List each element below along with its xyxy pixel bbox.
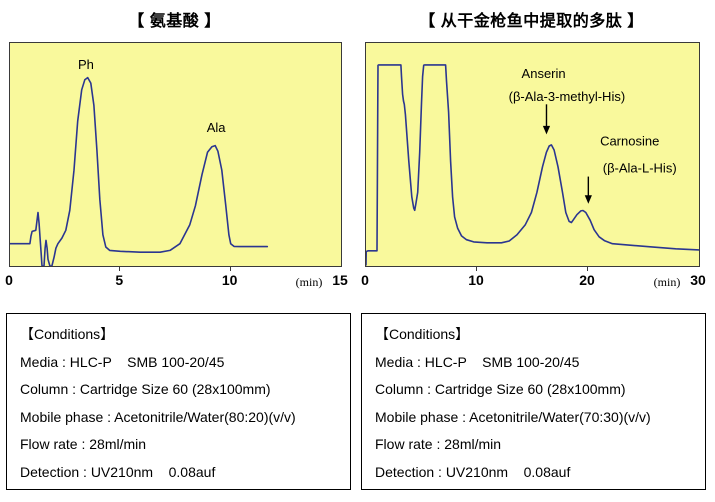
peak-label: Anserin: [522, 66, 566, 81]
condition-flow-rate: Flow rate : 28ml/min: [375, 436, 502, 452]
conditions-header: 【Conditions】: [20, 326, 115, 342]
peak-label: (β-Ala-3-methyl-His): [509, 89, 626, 104]
x-tick-mark: [229, 266, 231, 271]
down-arrow-icon: [584, 195, 592, 204]
x-tick-mark: [119, 266, 121, 271]
peak-label: Ala: [207, 120, 227, 135]
x-tick-label: 5: [115, 272, 124, 288]
x-tick-label: 20: [579, 272, 595, 288]
condition-detection: Detection : UV210nm 0.08auf: [20, 463, 216, 480]
chart-title: 【 从干金枪鱼中提取的多肽 】: [419, 13, 644, 30]
down-arrow-icon: [542, 125, 551, 135]
x-tick-label: 0: [361, 272, 369, 288]
chromatogram-svg: Anserin (β-Ala-3-methyl-His) Carnosine (β-A…: [366, 64, 699, 266]
x-tick-label: 30: [690, 272, 706, 288]
peak-label: (β-Ala-L-His): [603, 161, 677, 176]
condition-detection: Detection : UV210nm 0.08auf: [375, 463, 571, 480]
condition-column: Column : Cartridge Size 60 (28x100mm): [375, 381, 626, 397]
condition-flow-rate: Flow rate : 28ml/min: [20, 436, 147, 452]
peak-label: Ph: [78, 57, 94, 72]
x-axis-unit: (min): [295, 275, 323, 289]
x-tick-label: 10: [468, 272, 484, 288]
x-tick-label: 0: [5, 272, 13, 288]
conditions-header: 【Conditions】: [375, 326, 470, 342]
chromatogram-trace: [10, 76, 269, 266]
chromatogram-plot-area: Anserin (β-Ala-3-methyl-His) Carnosine (β-A…: [365, 42, 700, 267]
chromatogram-trace: [366, 64, 699, 266]
x-axis: 0 10 20 30 (min): [361, 266, 706, 292]
x-tick-mark: [475, 266, 477, 271]
conditions-box: 【Conditions】 Media : HLC-P SMB 100-20/45…: [6, 313, 351, 490]
conditions-box: 【Conditions】 Media : HLC-P SMB 100-20/45…: [361, 313, 706, 490]
x-axis-unit: (min): [653, 275, 681, 289]
condition-column: Column : Cartridge Size 60 (28x100mm): [20, 381, 271, 397]
condition-media: Media : HLC-P SMB 100-20/45: [20, 353, 225, 370]
tuna-peptide-panel: 【 从干金枪鱼中提取的多肽 】 Anserin (β-Ala-3-methyl-H…: [355, 0, 715, 502]
amino-acid-panel: 【 氨基酸 】 Ph Ala 0 5 10 15 (min) 【Condition…: [0, 0, 356, 502]
peak-label: Carnosine: [600, 133, 659, 148]
chromatogram-plot-area: Ph Ala: [9, 42, 342, 267]
x-tick-label: 10: [221, 272, 238, 288]
x-tick-label: 15: [332, 272, 348, 288]
chromatogram-svg: Ph Ala: [10, 57, 269, 266]
condition-mobile-phase: Mobile phase : Acetonitrile/Water(80:20)…: [20, 408, 296, 425]
condition-media: Media : HLC-P SMB 100-20/45: [375, 353, 580, 370]
condition-mobile-phase: Mobile phase : Acetonitrile/Water(70:30)…: [375, 408, 651, 425]
chart-title: 【 氨基酸 】: [128, 13, 221, 30]
x-axis: 0 5 10 15 (min): [5, 266, 348, 292]
x-tick-mark: [587, 266, 588, 271]
